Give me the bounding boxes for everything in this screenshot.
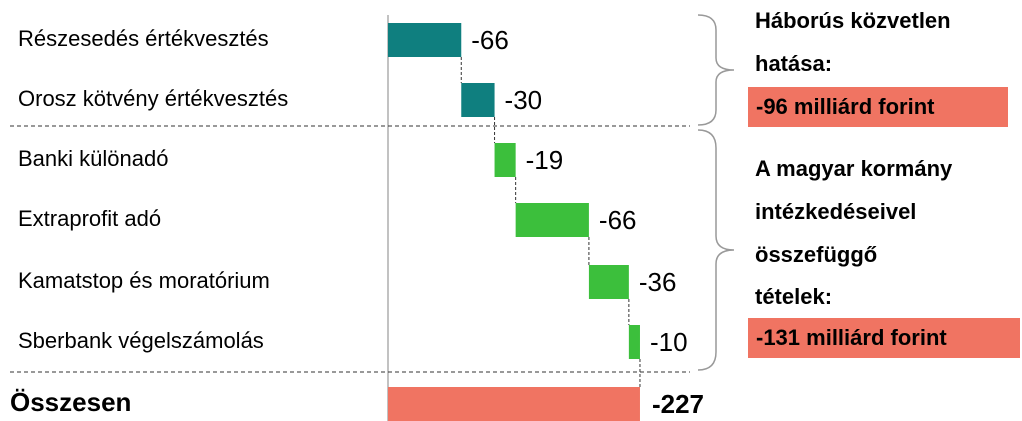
annotation-box [748, 87, 1008, 127]
annotation-text: A magyar kormány [755, 156, 953, 181]
total-value-label: -227 [652, 389, 704, 419]
value-label: -19 [526, 145, 564, 175]
bar [461, 83, 495, 117]
value-label: -30 [505, 85, 543, 115]
category-label: Részesedés értékvesztés [18, 26, 269, 51]
brace [697, 14, 735, 126]
brace [697, 129, 735, 371]
category-label: Orosz kötvény értékvesztés [18, 86, 288, 111]
bar [494, 143, 516, 177]
annotation-box-text: -96 milliárd forint [756, 94, 935, 119]
bar [588, 265, 629, 299]
value-label: -10 [650, 327, 688, 357]
value-label: -36 [639, 267, 677, 297]
bar [515, 203, 589, 237]
total-bar [388, 387, 640, 421]
category-label: Extraprofit adó [18, 206, 161, 231]
value-label: -66 [599, 205, 637, 235]
category-label: Kamatstop és moratórium [18, 268, 270, 293]
total-label: Összesen [10, 387, 131, 417]
annotation-text: tételek: [755, 284, 832, 309]
annotation-text: Háborús közvetlen [755, 8, 951, 33]
annotation-box-text: -131 milliárd forint [756, 325, 947, 350]
category-label: Banki különadó [18, 146, 168, 171]
bar [388, 23, 462, 57]
annotation-text: hatása: [755, 51, 832, 76]
value-label: -66 [471, 25, 509, 55]
annotation-text: összefüggő [755, 242, 877, 267]
category-label: Sberbank végelszámolás [18, 328, 264, 353]
bar [628, 325, 640, 359]
annotation-text: intézkedéseivel [755, 199, 916, 224]
annotation-box [748, 318, 1020, 358]
